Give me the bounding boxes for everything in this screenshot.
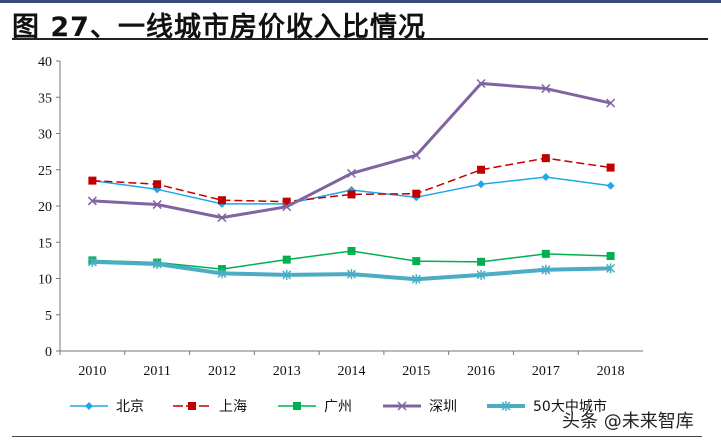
x-tick-label: 2018: [597, 364, 625, 379]
data-point: [87, 196, 97, 206]
y-tick-label: 40: [38, 55, 52, 70]
legend-label: 上海: [219, 399, 247, 415]
legend-marker: [501, 401, 511, 411]
legend-label: 50大中城市: [533, 398, 607, 415]
data-point: [476, 78, 486, 89]
y-tick-label: 0: [45, 345, 52, 360]
y-tick-label: 5: [45, 309, 52, 324]
legend-marker: [293, 402, 301, 410]
data-point: [152, 200, 162, 210]
x-tick-label: 2014: [338, 364, 366, 379]
data-point: [476, 269, 486, 280]
data-point: [477, 180, 486, 189]
data-point: [606, 98, 616, 108]
y-tick-label: 20: [38, 200, 52, 215]
x-tick-label: 2011: [143, 364, 170, 379]
data-point: [87, 256, 97, 267]
x-tick-label: 2015: [402, 364, 430, 379]
legend-marker: [85, 402, 93, 410]
watermark: 头条 @未来智库: [562, 411, 694, 432]
legend-label: 深圳: [429, 399, 457, 415]
legend-marker: [397, 401, 407, 411]
x-tick-label: 2013: [273, 364, 301, 379]
data-point: [217, 268, 227, 279]
series-line-1: [92, 157, 611, 203]
chart-title: 图 27、一线城市房价收入比情况: [12, 12, 426, 43]
data-point: [411, 150, 421, 160]
data-point: [346, 168, 357, 178]
data-point: [541, 84, 551, 94]
data-point: [411, 274, 421, 285]
x-tick-label: 2012: [208, 364, 236, 379]
data-point: [282, 202, 292, 212]
y-tick-label: 25: [38, 164, 52, 179]
title-divider: [12, 38, 708, 40]
data-point: [282, 255, 291, 264]
bottom-divider: [12, 436, 702, 437]
legend-label: 广州: [324, 399, 352, 415]
data-point: [477, 165, 486, 174]
data-point: [217, 213, 227, 223]
data-point: [282, 269, 292, 280]
data-point: [282, 197, 291, 206]
data-point: [217, 196, 226, 205]
y-tick-label: 30: [38, 128, 52, 143]
legend-marker: [188, 402, 196, 410]
y-tick-label: 10: [38, 273, 52, 288]
data-point: [153, 180, 162, 189]
data-point: [412, 257, 421, 266]
x-tick-label: 2017: [532, 364, 560, 379]
x-tick-label: 2016: [467, 364, 495, 379]
x-tick-label: 2010: [78, 364, 106, 379]
data-point: [346, 269, 357, 280]
data-point: [541, 173, 550, 181]
data-point: [541, 264, 551, 275]
data-point: [412, 189, 421, 198]
data-point: [88, 176, 97, 185]
data-point: [606, 163, 615, 172]
data-point: [152, 259, 162, 269]
data-point: [541, 154, 550, 163]
data-point: [541, 249, 550, 258]
data-point: [477, 257, 486, 266]
data-point: [606, 252, 615, 261]
data-point: [606, 181, 615, 190]
legend-label: 北京: [116, 399, 144, 415]
data-point: [347, 190, 356, 199]
data-point: [606, 263, 616, 274]
top-bar: [0, 0, 721, 3]
data-point: [347, 246, 356, 255]
y-tick-label: 15: [38, 236, 52, 251]
y-tick-label: 35: [38, 91, 52, 106]
